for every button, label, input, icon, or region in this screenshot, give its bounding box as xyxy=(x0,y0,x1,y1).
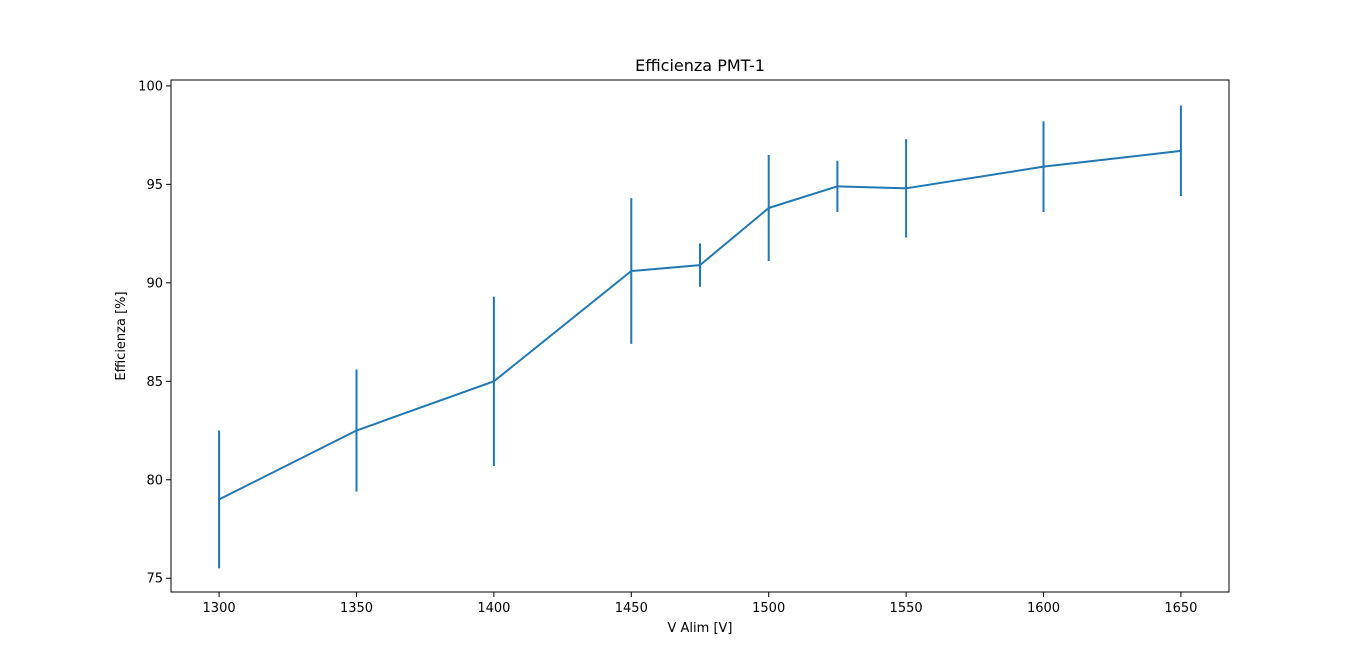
y-tick-label: 85 xyxy=(146,375,163,390)
y-axis-label: Efficienza [%] xyxy=(114,291,129,380)
x-tick-label: 1650 xyxy=(1164,601,1197,616)
y-tick-label: 80 xyxy=(146,473,163,488)
y-tick-label: 95 xyxy=(146,178,163,193)
x-tick-label: 1450 xyxy=(615,601,648,616)
x-tick-label: 1400 xyxy=(477,601,510,616)
y-tick-label: 100 xyxy=(138,79,163,94)
y-tick-label: 75 xyxy=(146,572,163,587)
plot-area xyxy=(217,105,1183,569)
x-tick-label: 1550 xyxy=(890,601,923,616)
x-tick-label: 1300 xyxy=(203,601,236,616)
chart-title: Efficienza PMT-1 xyxy=(635,56,765,75)
axes: 1300 1350 1400 1450 1500 1550 1600 1650 75 80 85 90… xyxy=(138,79,1230,616)
x-tick-label: 1500 xyxy=(752,601,785,616)
x-tick-label: 1350 xyxy=(340,601,373,616)
x-axis-label: V Alim [V] xyxy=(668,621,733,636)
x-tick-label: 1600 xyxy=(1027,601,1060,616)
axes-frame xyxy=(170,79,1230,593)
y-tick-label: 90 xyxy=(146,276,163,291)
series-line xyxy=(217,149,1183,501)
